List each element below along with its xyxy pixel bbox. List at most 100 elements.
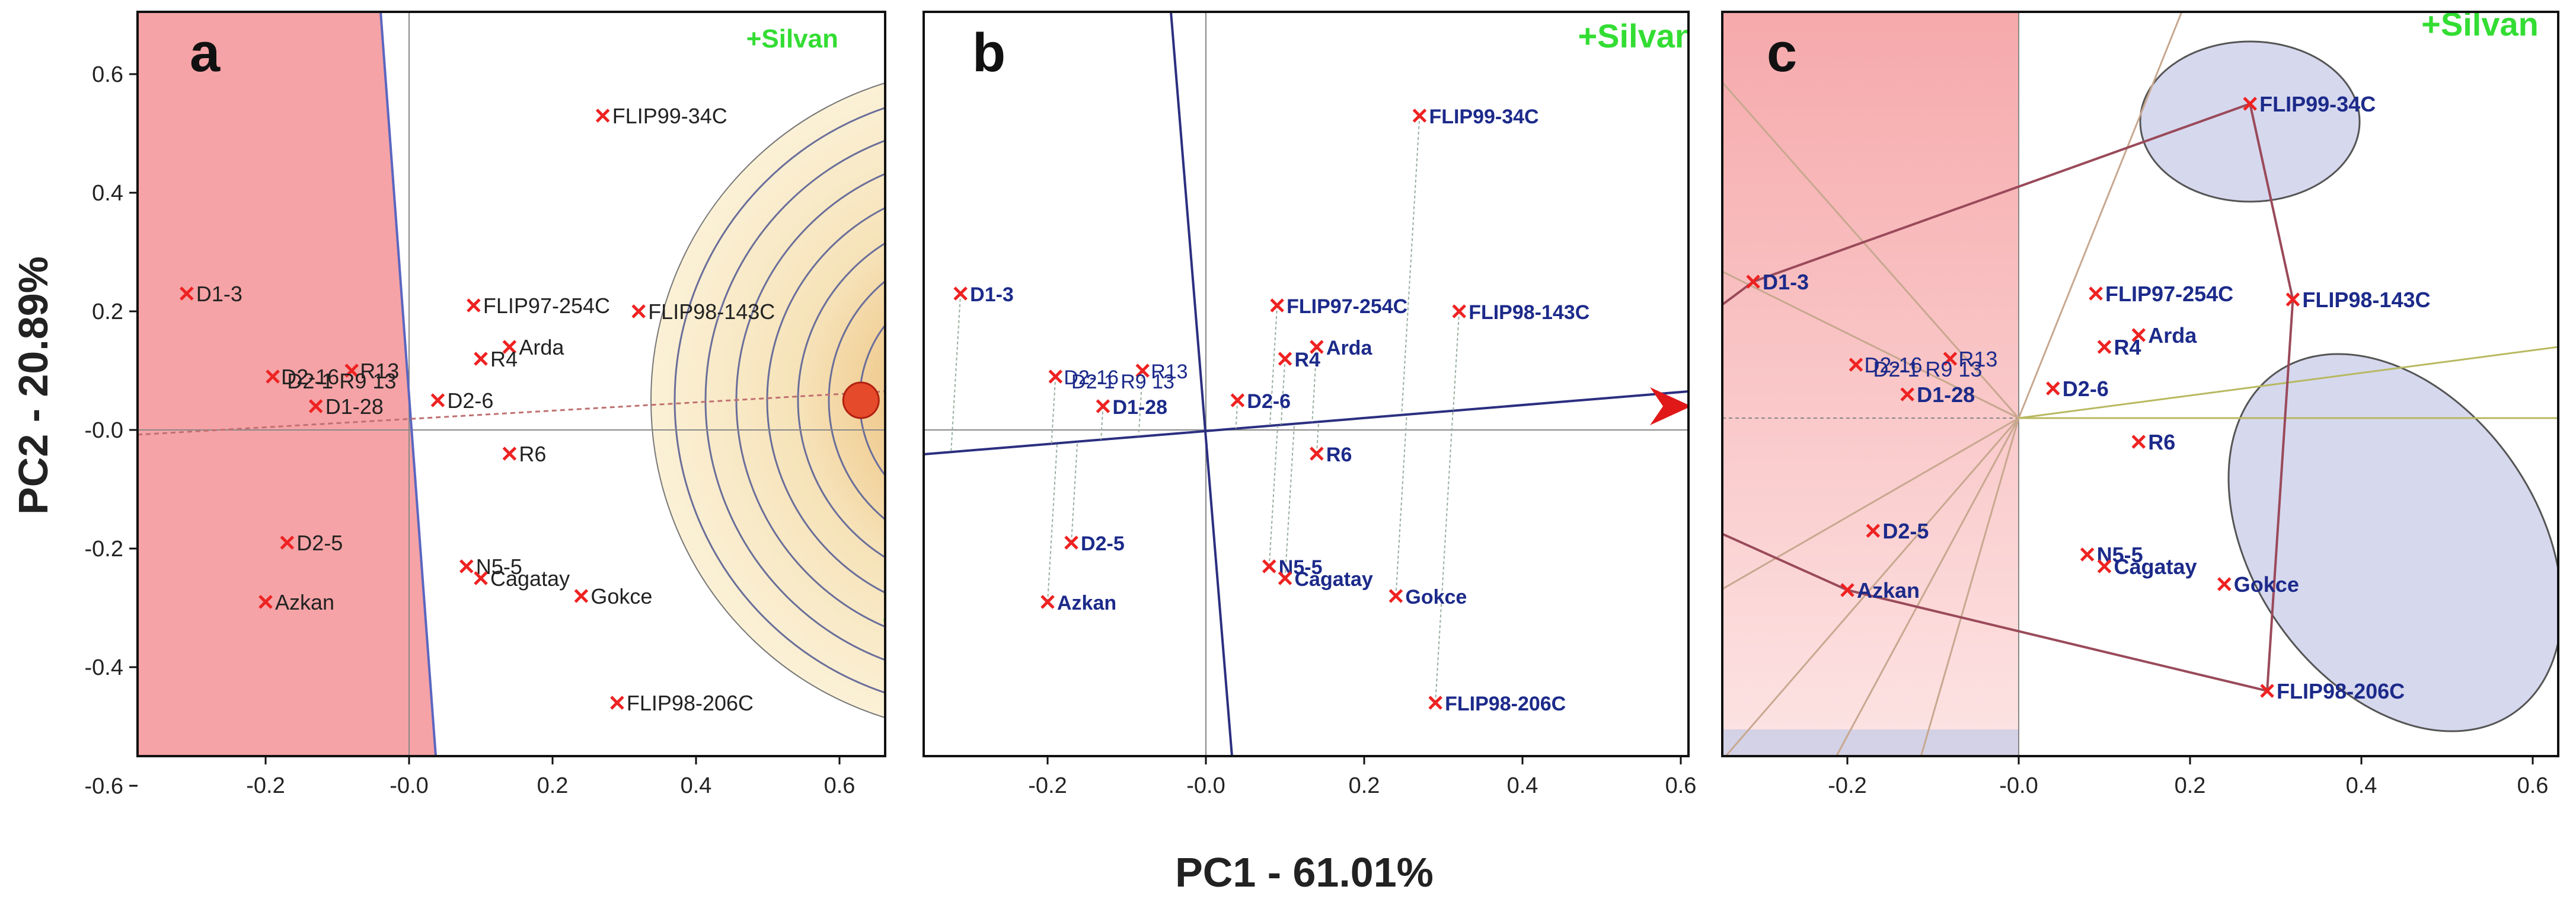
y-tick-label: -0.6 bbox=[85, 774, 123, 799]
genotype-label: D2-5 bbox=[1882, 519, 1929, 543]
genotype-label: R4 bbox=[1295, 349, 1321, 371]
genotype-point: FLIP99-34C bbox=[595, 104, 727, 128]
y-tick-label: -0.0 bbox=[85, 418, 123, 443]
x-tick-label: 0.6 bbox=[2517, 773, 2549, 798]
cluster-label: D2-1 R9 13 bbox=[287, 369, 396, 393]
genotype-point: D2-16 bbox=[1048, 366, 1119, 389]
genotype-point: Arda bbox=[1310, 337, 1373, 359]
genotype-label: D1-3 bbox=[970, 283, 1014, 306]
genotype-label: D1-28 bbox=[1112, 396, 1167, 419]
genotype-point: D2-5 bbox=[1064, 533, 1125, 555]
genotype-point: Azkan bbox=[258, 590, 334, 614]
genotype-point: FLIP99-34C bbox=[2243, 92, 2376, 116]
genotype-label: FLIP98-143C bbox=[648, 299, 775, 324]
genotype-point: FLIP97-254C bbox=[2089, 282, 2233, 306]
genotype-label: FLIP98-143C bbox=[1469, 301, 1589, 324]
concentric-rings bbox=[650, 82, 885, 719]
y-tick-label: -0.2 bbox=[85, 537, 123, 562]
x-tick-label: 0.2 bbox=[1349, 773, 1380, 798]
y-tick-label: 0.6 bbox=[92, 62, 123, 87]
genotype-point: FLIP99-34C bbox=[1412, 106, 1539, 128]
panel-c: DiyarD1-3D2-5AzkanD1-28D2-6FLIP97-254CFL… bbox=[1721, 5, 2559, 798]
genotype-point: R6 bbox=[502, 442, 546, 466]
projection-line bbox=[1235, 400, 1238, 429]
genotype-point: D1-3 bbox=[1746, 270, 1809, 294]
sector-ray bbox=[1835, 417, 2020, 756]
genotype-label: R6 bbox=[1326, 444, 1352, 466]
environment-label: +Silvan bbox=[2421, 5, 2539, 43]
shaded-region bbox=[1722, 12, 2019, 756]
genotype-point: R13 bbox=[1943, 347, 1997, 371]
genotype-label: Gokce bbox=[2234, 572, 2299, 597]
genotype-point: Arda bbox=[2131, 323, 2197, 348]
environment-point: +Silvan bbox=[1578, 17, 1688, 55]
genotype-label: R6 bbox=[519, 442, 546, 466]
genotype-label: D1-28 bbox=[1917, 383, 1975, 407]
genotype-label: R4 bbox=[2114, 335, 2141, 359]
genotype-label: R6 bbox=[2148, 430, 2175, 454]
genotype-label: Cagatay bbox=[490, 566, 570, 591]
x-tick-label: 0.4 bbox=[681, 773, 712, 798]
genotype-label: D2-6 bbox=[1247, 390, 1291, 413]
y-axis-title: PC2 - 20.89% bbox=[10, 256, 56, 515]
genotype-label: Azkan bbox=[275, 590, 334, 614]
genotype-label: D2-5 bbox=[1081, 533, 1125, 555]
genotype-point: Gokce bbox=[574, 584, 652, 608]
genotype-label: Arda bbox=[1326, 337, 1373, 359]
ideal-genotype-marker bbox=[842, 381, 880, 419]
aec-abscissa bbox=[924, 390, 1688, 455]
projection-line bbox=[1435, 412, 1454, 703]
aea-line bbox=[138, 390, 885, 436]
genotype-point: FLIP97-254C bbox=[467, 294, 610, 318]
genotype-point: D2-16 bbox=[1849, 353, 1923, 377]
cluster-label: D2-1 R9 13 bbox=[1071, 371, 1174, 393]
x-axis-title: PC1 - 61.01% bbox=[1175, 849, 1434, 895]
projection-line bbox=[1051, 376, 1056, 444]
genotype-label: Arda bbox=[519, 335, 564, 359]
genotype-label: Cagatay bbox=[2114, 554, 2197, 579]
sector-ray bbox=[1722, 417, 2019, 591]
x-tick-label: -0.2 bbox=[1828, 773, 1866, 798]
ideal-arrow-icon bbox=[885, 387, 926, 413]
environment-label: +Silvan bbox=[746, 24, 838, 53]
genotype-label: FLIP97-254C bbox=[483, 294, 610, 318]
genotype-label: FLIP99-34C bbox=[2259, 92, 2376, 116]
genotype-point: R4 bbox=[2097, 335, 2141, 359]
genotype-label: D2-16 bbox=[281, 365, 339, 389]
projection-line bbox=[1100, 406, 1104, 440]
aec-ordinate bbox=[1170, 12, 1233, 756]
x-tick-label: 0.2 bbox=[537, 773, 569, 798]
genotype-point: D2-5 bbox=[280, 531, 343, 555]
genotype-point: D1-28 bbox=[1900, 383, 1975, 407]
genotype-point: FLIP98-143C bbox=[1452, 301, 1589, 324]
genotype-point: R13 bbox=[1135, 361, 1188, 383]
x-tick-label: 0.4 bbox=[1507, 773, 1538, 798]
genotype-label: D2-16 bbox=[1864, 353, 1922, 377]
genotype-label: Azkan bbox=[1857, 578, 1920, 603]
genotype-label: D1-3 bbox=[1763, 270, 1809, 294]
genotype-point: D2-6 bbox=[430, 388, 493, 413]
sector-ray bbox=[1722, 270, 2019, 419]
genotype-point: Cagatay bbox=[2097, 554, 2197, 579]
x-tick-label: -0.0 bbox=[390, 773, 428, 798]
projection-line bbox=[1138, 370, 1144, 436]
panel-letter-c: c bbox=[1767, 23, 1797, 83]
x-tick-label: -0.2 bbox=[1028, 773, 1067, 798]
x-tick-label: 0.6 bbox=[1665, 773, 1697, 798]
genotype-point: R4 bbox=[474, 347, 518, 371]
projection-line bbox=[1401, 115, 1421, 414]
genotype-point: R6 bbox=[1310, 444, 1352, 466]
panel-letter-a: a bbox=[190, 23, 221, 83]
genotype-point: Gokce bbox=[2217, 572, 2299, 597]
projection-line bbox=[1268, 426, 1279, 567]
genotype-point: FLIP97-254C bbox=[1270, 295, 1407, 318]
genotype-point: D1-28 bbox=[1096, 396, 1167, 419]
genotype-label: FLIP98-206C bbox=[627, 691, 754, 715]
boundary-line bbox=[379, 12, 437, 756]
genotype-label: D2-5 bbox=[296, 531, 343, 555]
genotype-label: D2-6 bbox=[2063, 377, 2109, 401]
genotype-point: N5-5 bbox=[459, 554, 522, 579]
genotype-label: FLIP99-34C bbox=[1429, 106, 1538, 128]
genotype-point: FLIP98-206C bbox=[2260, 679, 2405, 703]
genotype-point: D1-3 bbox=[953, 283, 1014, 306]
